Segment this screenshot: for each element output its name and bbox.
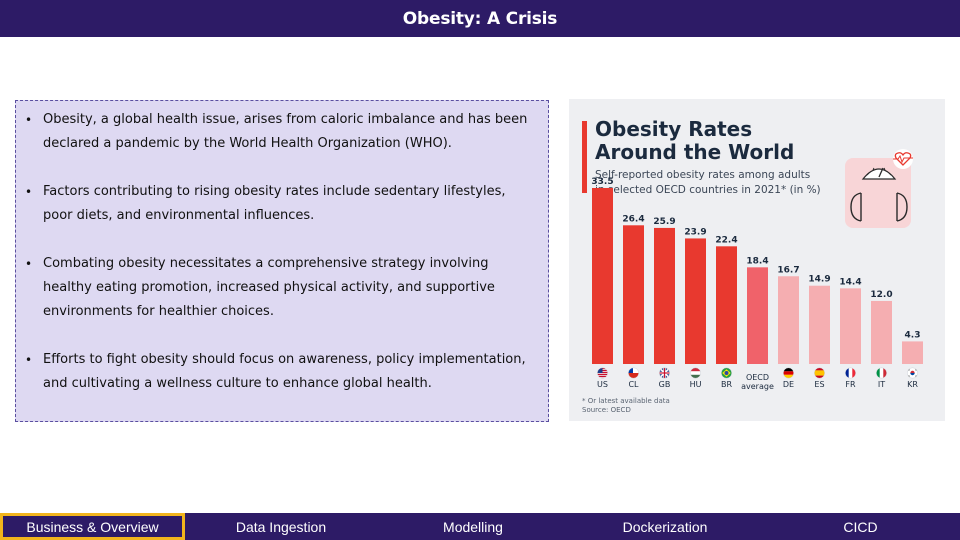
category-label: US [597, 380, 608, 389]
nav-tab-cicd[interactable]: CICD [843, 518, 878, 535]
bar-value-label: 25.9 [653, 217, 675, 227]
chart-bar [685, 238, 706, 364]
nav-tab-dockerization[interactable]: Dockerization [622, 518, 708, 535]
page-title: Obesity: A Crisis [402, 8, 558, 29]
chart-bar [623, 225, 644, 364]
category-label: FR [845, 380, 856, 389]
title-accent-bar [582, 121, 587, 193]
cl-flag-icon [628, 367, 639, 379]
bar-value-label: 26.4 [622, 214, 644, 224]
bullet-dot: • [25, 185, 33, 199]
category-label: DE [783, 380, 794, 389]
category-label: average [741, 382, 774, 391]
bar-value-label: 33.5 [591, 177, 613, 187]
bullet-text: Factors contributing to rising obesity r… [43, 184, 506, 223]
bullet-item: • Efforts to fight obesity should focus o… [24, 348, 536, 396]
infographic-subtitle-line: Self-reported obesity rates among adults [595, 169, 811, 181]
scale-with-heart-icon [845, 149, 913, 228]
bullet-dot: • [25, 257, 33, 271]
bullet-text-box: • Obesity, a global health issue, arises … [15, 100, 549, 422]
obesity-bar-chart: 33.5 US 26.4 CL 25.9 GB 23.9 HU 22.4 BR 18.4 OECDav… [591, 177, 923, 391]
infographic-title: Obesity Rates Around the World [595, 118, 835, 164]
infographic-title-line: Obesity Rates [595, 117, 753, 141]
chart-bar [809, 285, 830, 364]
bullet-item: • Factors contributing to rising obesity … [24, 180, 536, 228]
fr-flag-icon [845, 367, 856, 379]
nav-tab-business-overview[interactable]: Business & Overview [0, 513, 185, 540]
title-bar: Obesity: A Crisis [0, 0, 960, 37]
hu-flag-icon [690, 367, 701, 379]
bar-value-label: 16.7 [777, 265, 799, 275]
bar-value-label: 22.4 [715, 235, 737, 245]
category-label: KR [907, 380, 918, 389]
bottom-nav-bar: Business & Overview Data Ingestion Modelli… [0, 513, 960, 540]
br-flag-icon [721, 367, 732, 379]
infographic-subtitle: Self-reported obesity rates among adults… [595, 168, 845, 198]
bar-value-label: 14.9 [808, 275, 830, 285]
it-flag-icon [876, 367, 887, 379]
chart-bar [592, 188, 613, 364]
bullet-list: • Obesity, a global health issue, arises … [24, 108, 536, 396]
category-label: GB [659, 380, 671, 389]
chart-bar [716, 246, 737, 364]
infographic-title-line: Around the World [595, 140, 795, 164]
obesity-infographic: Obesity Rates Around the World Self-repo… [569, 99, 945, 421]
kr-flag-icon [907, 367, 918, 379]
us-flag-icon [597, 367, 608, 379]
chart-bar [747, 267, 768, 364]
chart-bar [871, 300, 892, 364]
de-flag-icon [783, 367, 794, 379]
nav-tab-data-ingestion[interactable]: Data Ingestion [235, 518, 327, 535]
category-label: IT [878, 380, 885, 389]
bar-value-label: 18.4 [746, 256, 768, 266]
bullet-text: Combating obesity necessitates a compreh… [43, 256, 495, 319]
bullet-item: • Obesity, a global health issue, arises … [24, 108, 536, 156]
nav-tab-modelling[interactable]: Modelling [443, 518, 503, 535]
es-flag-icon [814, 367, 825, 379]
category-label: BR [721, 380, 732, 389]
bar-value-label: 23.9 [684, 227, 706, 237]
bullet-text: Efforts to fight obesity should focus on… [43, 352, 526, 391]
bullet-item: • Combating obesity necessitates a compre… [24, 252, 536, 324]
chart-footnote: * Or latest available data [582, 397, 670, 405]
chart-bar [654, 227, 675, 364]
bullet-text: Obesity, a global health issue, arises f… [43, 112, 528, 151]
category-label: HU [690, 380, 702, 389]
bullet-dot: • [25, 113, 33, 127]
chart-source: Source: OECD [582, 406, 631, 414]
bar-value-label: 14.4 [839, 277, 861, 287]
category-label: CL [628, 380, 639, 389]
infographic-subtitle-line: in selected OECD countries in 2021* (in … [595, 184, 821, 196]
gb-flag-icon [659, 367, 670, 379]
category-label: ES [814, 380, 824, 389]
bullet-dot: • [25, 353, 33, 367]
chart-bar [840, 288, 861, 364]
bar-value-label: 4.3 [905, 330, 921, 340]
chart-bar [778, 276, 799, 364]
category-label: OECD [746, 373, 769, 382]
bar-value-label: 12.0 [870, 290, 892, 300]
chart-bar [902, 341, 923, 364]
